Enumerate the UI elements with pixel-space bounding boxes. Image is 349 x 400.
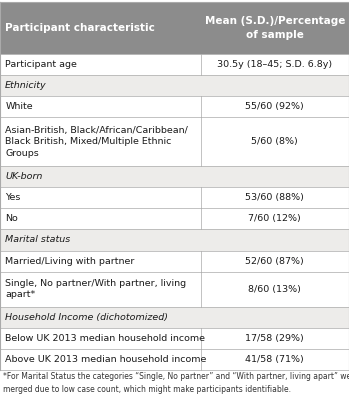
Text: White: White (5, 102, 33, 112)
Text: 30.5y (18–45; S.D. 6.8y): 30.5y (18–45; S.D. 6.8y) (217, 60, 332, 69)
Text: Yes: Yes (5, 193, 21, 202)
Text: UK-born: UK-born (5, 172, 43, 181)
Text: 55/60 (92%): 55/60 (92%) (245, 102, 304, 112)
Bar (0, 187, 349, 208)
Text: Household Income (dichotomized): Household Income (dichotomized) (5, 312, 168, 322)
Text: Single, No partner/With partner, living
apart*: Single, No partner/With partner, living … (5, 279, 186, 299)
Bar (0, 75, 349, 96)
Text: 52/60 (87%): 52/60 (87%) (245, 257, 304, 266)
Text: 53/60 (88%): 53/60 (88%) (245, 193, 304, 202)
Text: 8/60 (13%): 8/60 (13%) (248, 285, 301, 294)
Bar (0, 166, 349, 187)
Bar (0, 328, 349, 349)
Text: 5/60 (8%): 5/60 (8%) (252, 137, 298, 146)
Text: 7/60 (12%): 7/60 (12%) (248, 214, 301, 223)
Text: 41/58 (71%): 41/58 (71%) (245, 355, 304, 364)
Text: merged due to low case count, which might make participants identifiable.: merged due to low case count, which migh… (3, 385, 291, 394)
Bar (0, 272, 349, 306)
Bar (0, 96, 349, 118)
Bar (0, 229, 349, 250)
Text: Above UK 2013 median household income: Above UK 2013 median household income (5, 355, 207, 364)
Text: Participant characteristic: Participant characteristic (5, 23, 155, 33)
Text: Asian-British, Black/African/Caribbean/
Black British, Mixed/Multiple Ethnic
Gro: Asian-British, Black/African/Caribbean/ … (5, 126, 188, 158)
Text: Below UK 2013 median household income: Below UK 2013 median household income (5, 334, 205, 343)
Bar (0, 118, 349, 166)
Text: Mean (S.D.)/Percentage
of sample: Mean (S.D.)/Percentage of sample (205, 16, 345, 40)
Bar (0, 208, 349, 229)
Bar (0, 306, 349, 328)
Text: 17/58 (29%): 17/58 (29%) (245, 334, 304, 343)
Bar (0, 54, 349, 75)
Bar (0, 250, 349, 272)
Text: No: No (5, 214, 18, 223)
Text: Marital status: Marital status (5, 236, 70, 244)
Bar (0, 2, 349, 54)
Text: Ethnicity: Ethnicity (5, 81, 47, 90)
Bar (0, 349, 349, 370)
Text: *For Marital Status the categories “Single, No partner” and “With partner, livin: *For Marital Status the categories “Sing… (3, 372, 349, 381)
Text: Participant age: Participant age (5, 60, 77, 69)
Text: Married/Living with partner: Married/Living with partner (5, 257, 135, 266)
